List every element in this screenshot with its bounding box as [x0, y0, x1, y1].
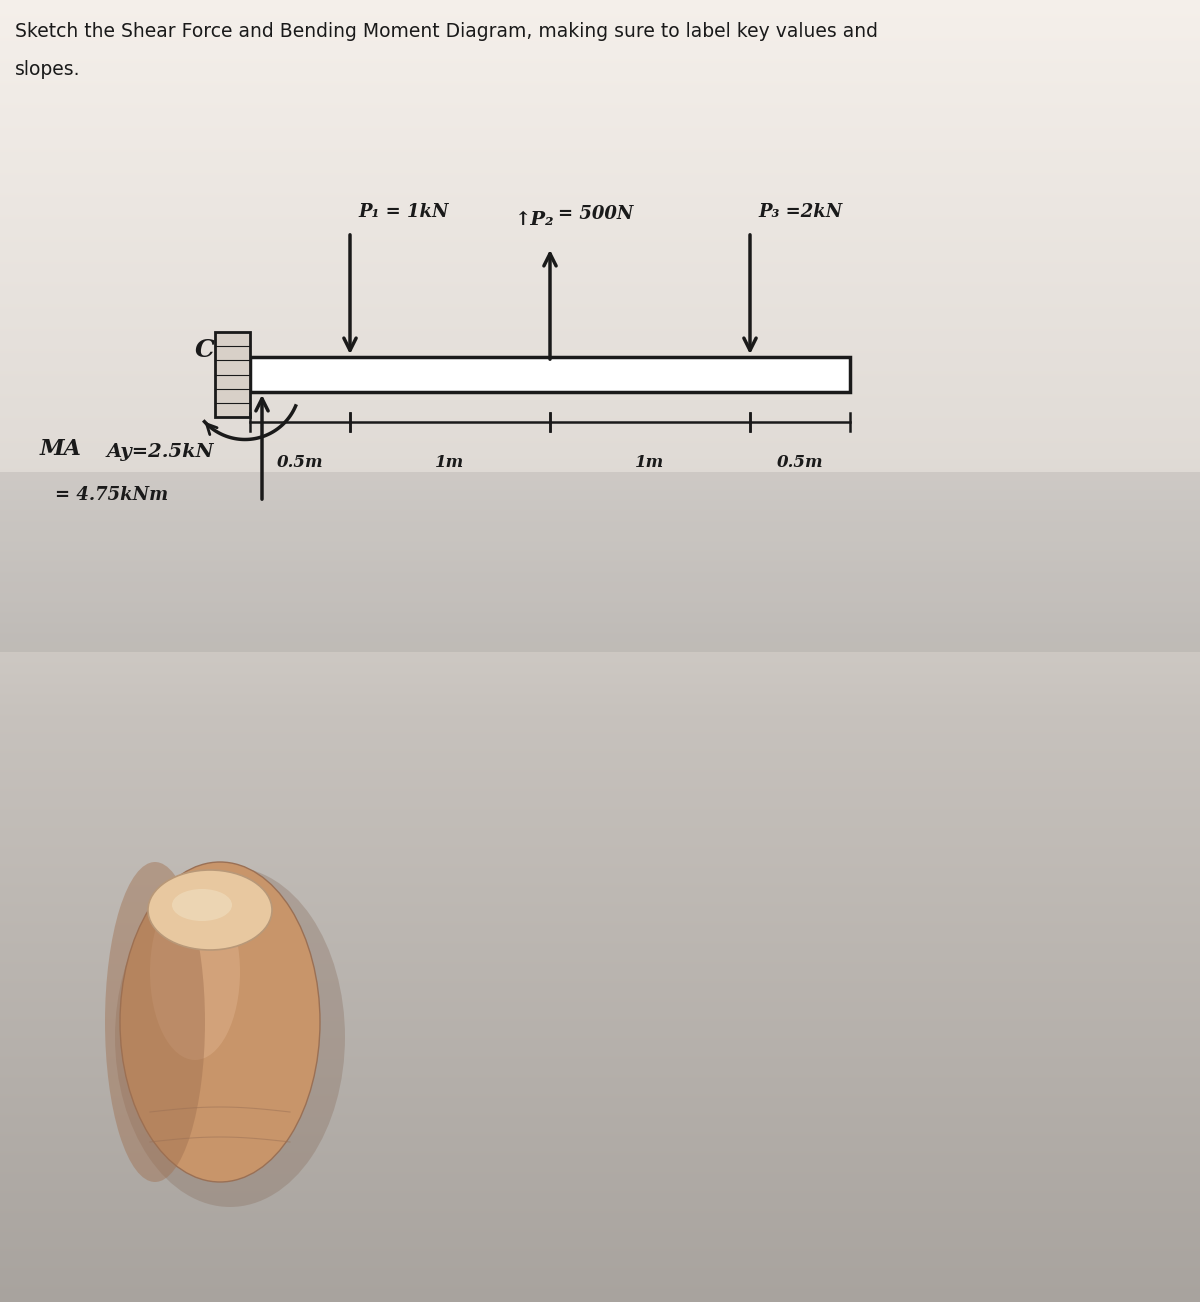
Text: 0.5m: 0.5m — [776, 454, 823, 471]
Text: Ay=2.5kN: Ay=2.5kN — [107, 443, 215, 461]
Ellipse shape — [150, 884, 240, 1060]
Bar — [250, 357, 850, 392]
Text: ↑P₂: ↑P₂ — [515, 211, 554, 229]
Bar — [0, 473, 1200, 652]
Ellipse shape — [106, 862, 205, 1182]
Ellipse shape — [115, 867, 346, 1207]
Text: 1m: 1m — [635, 454, 665, 471]
Text: P₁ = 1kN: P₁ = 1kN — [358, 203, 449, 221]
Bar — [215, 332, 250, 417]
Text: C: C — [194, 337, 215, 362]
Ellipse shape — [172, 889, 232, 921]
Text: MA: MA — [40, 437, 82, 460]
Text: P₃ =2kN: P₃ =2kN — [758, 203, 842, 221]
Ellipse shape — [120, 862, 320, 1182]
Text: Sketch the Shear Force and Bending Moment Diagram, making sure to label key valu: Sketch the Shear Force and Bending Momen… — [14, 22, 878, 40]
Ellipse shape — [148, 870, 272, 950]
Text: 0.5m: 0.5m — [277, 454, 323, 471]
Text: slopes.: slopes. — [14, 60, 80, 79]
Text: 1m: 1m — [436, 454, 464, 471]
Text: = 500N: = 500N — [558, 204, 634, 223]
Text: = 4.75kNm: = 4.75kNm — [55, 486, 168, 504]
